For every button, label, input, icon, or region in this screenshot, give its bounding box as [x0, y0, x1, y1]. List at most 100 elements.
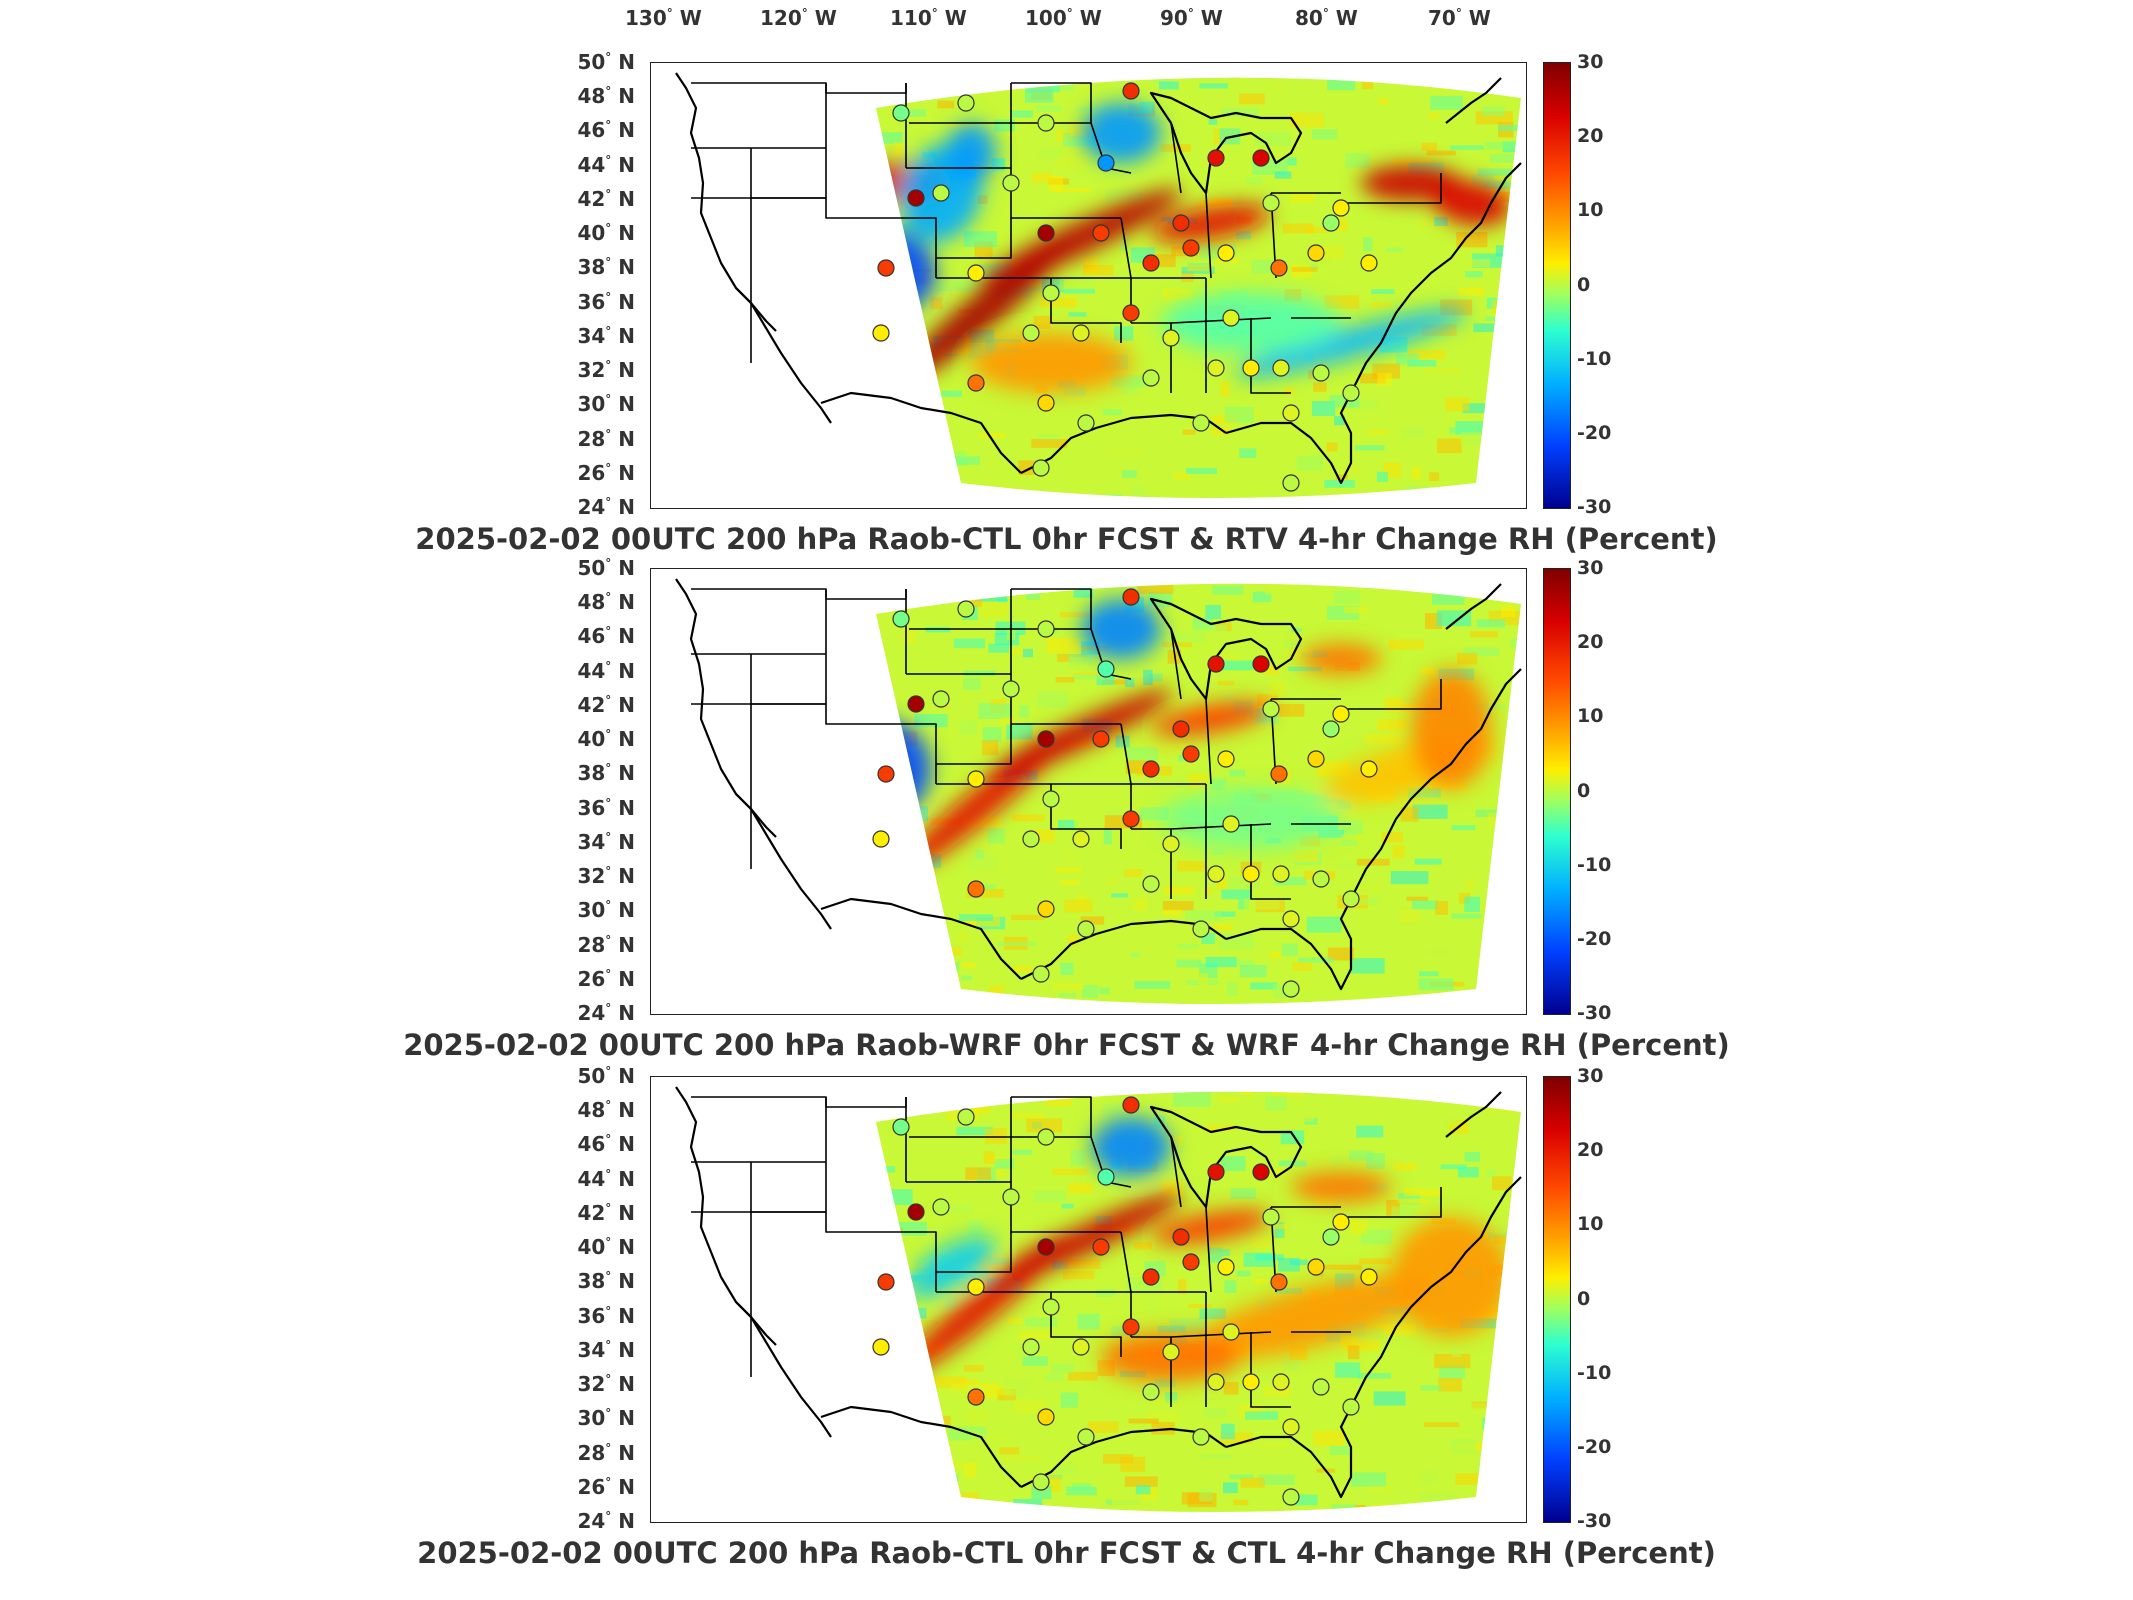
colorbar-tick-label: -20 [1577, 1435, 1612, 1458]
latitude-suffix: N [611, 221, 635, 246]
latitude-label: 42° N [577, 692, 635, 717]
latitude-suffix: N [611, 864, 635, 889]
latitude-suffix: N [611, 1132, 635, 1157]
state-border [1120, 217, 1206, 279]
colorbar-tick-label: 30 [1577, 51, 1604, 73]
colorbar [1543, 62, 1571, 509]
latitude-suffix: N [611, 118, 635, 143]
raob-station-marker [1097, 154, 1115, 172]
raob-station-marker [1182, 239, 1200, 257]
field-anomaly [981, 189, 1181, 287]
raob-station-marker [1207, 1163, 1225, 1181]
latitude-value: 46 [577, 624, 606, 649]
latitude-suffix: N [611, 1406, 635, 1431]
raob-station-marker [1162, 329, 1180, 347]
panel-title: 2025-02-02 00UTC 200 hPa Raob-CTL 0hr FC… [417, 1536, 1716, 1570]
latitude-label: 48° N [577, 1098, 635, 1123]
longitude-value: 70 [1428, 6, 1456, 30]
raob-station-marker [1032, 459, 1050, 477]
raob-station-marker [1002, 1188, 1020, 1206]
coastline [1225, 162, 1522, 485]
latitude-suffix: N [611, 1509, 635, 1533]
latitude-value: 40 [577, 221, 606, 246]
latitude-value: 38 [577, 255, 606, 280]
raob-station-marker [1142, 875, 1160, 893]
raob-station-marker [1322, 1228, 1340, 1246]
raob-station-marker [967, 1388, 985, 1406]
state-border [751, 703, 937, 784]
latitude-value: 48 [577, 84, 606, 109]
raob-station-marker [1037, 224, 1055, 242]
state-border [936, 1291, 1122, 1357]
coastline [820, 391, 1022, 474]
latitude-value: 32 [577, 1372, 606, 1397]
latitude-value: 24 [577, 1509, 606, 1533]
latitude-label: 50° N [577, 50, 635, 74]
state-border [1170, 1331, 1272, 1338]
latitude-suffix: N [611, 50, 635, 74]
latitude-label: 26° N [577, 460, 635, 485]
latitude-suffix: N [611, 186, 635, 211]
latitude-label: 40° N [577, 727, 635, 752]
state-border [825, 83, 907, 94]
raob-station-marker [1307, 244, 1325, 262]
latitude-value: 36 [577, 1303, 606, 1328]
panel-title: 2025-02-02 00UTC 200 hPa Raob-WRF 0hr FC… [403, 1028, 1730, 1062]
latitude-suffix: N [611, 624, 635, 649]
latitude-label: 24° N [577, 1509, 635, 1533]
field-anomaly [971, 333, 1131, 393]
rh-change-map [675, 1086, 1522, 1512]
raob-station-marker [1037, 620, 1055, 638]
latitude-label: 44° N [577, 658, 635, 683]
latitude-value: 44 [577, 658, 606, 683]
raob-station-marker [1172, 214, 1190, 232]
latitude-value: 48 [577, 590, 606, 615]
field-anomaly [1391, 1217, 1511, 1337]
raob-station-marker [932, 1198, 950, 1216]
map-frame [650, 1076, 1527, 1523]
raob-station-marker [1002, 680, 1020, 698]
raob-station-marker [932, 690, 950, 708]
coastline-and-state-borders [675, 1086, 1522, 1499]
coastline [675, 1086, 777, 1346]
raob-station-marker [1272, 359, 1290, 377]
colorbar-tick-label: -10 [1577, 853, 1612, 876]
raob-station-marker [1037, 730, 1055, 748]
raob-station-marker [1207, 359, 1225, 377]
raob-station-marker [1172, 1228, 1190, 1246]
latitude-label: 36° N [577, 289, 635, 314]
state-border [751, 197, 937, 278]
field-anomaly [1151, 204, 1271, 242]
latitude-suffix: N [611, 1235, 635, 1260]
state-border [1341, 1187, 1442, 1218]
raob-station-marker [1222, 1323, 1240, 1341]
latitude-label: 28° N [577, 426, 635, 451]
longitude-suffix: W [1461, 6, 1491, 30]
raob-station-marker [892, 1118, 910, 1136]
state-border [825, 1097, 907, 1108]
raob-station-marker [1162, 835, 1180, 853]
state-border [691, 588, 827, 705]
raob-station-marker [967, 880, 985, 898]
colorbar-tick-label: -20 [1577, 927, 1612, 950]
state-border [1170, 122, 1182, 194]
latitude-value: 34 [577, 323, 606, 348]
colorbar [1543, 568, 1571, 1015]
latitude-suffix: N [611, 1440, 635, 1465]
latitude-suffix: N [611, 898, 635, 923]
longitude-label: 80° W [1295, 6, 1358, 30]
latitude-label: 34° N [577, 829, 635, 854]
latitude-suffix: N [611, 426, 635, 451]
coastline [1445, 1091, 1502, 1138]
latitude-value: 30 [577, 392, 606, 417]
latitude-suffix: N [611, 658, 635, 683]
raob-station-marker [1207, 1373, 1225, 1391]
panel-title: 2025-02-02 00UTC 200 hPa Raob-CTL 0hr FC… [415, 522, 1718, 556]
raob-station-marker [1272, 865, 1290, 883]
raob-station-marker [1092, 1238, 1110, 1256]
raob-station-marker [1002, 174, 1020, 192]
latitude-value: 36 [577, 289, 606, 314]
field-anomaly [1431, 180, 1511, 226]
model-domain-field [876, 583, 1521, 1004]
latitude-label: 40° N [577, 221, 635, 246]
